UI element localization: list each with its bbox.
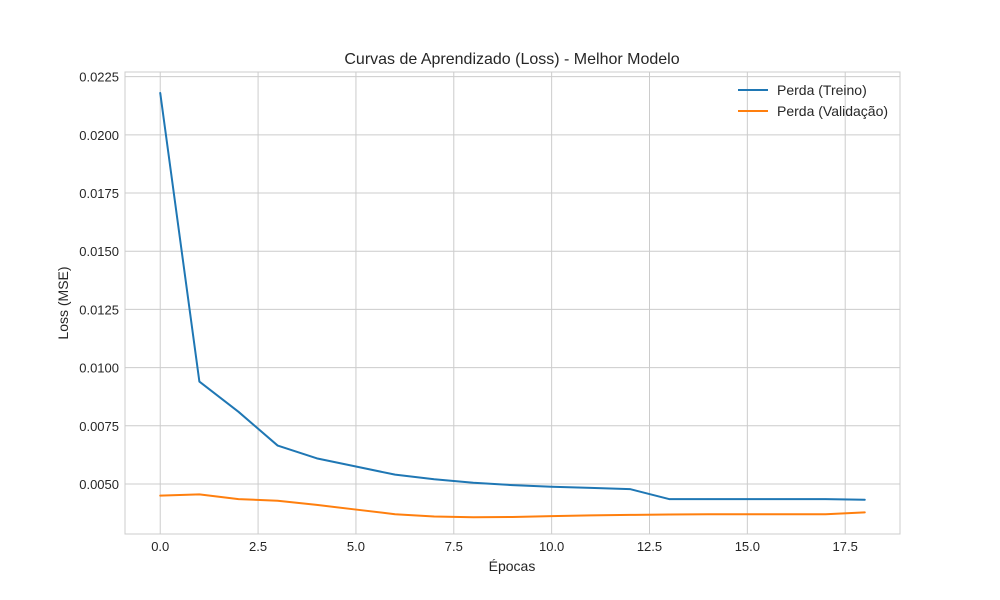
data-point — [159, 92, 161, 94]
data-point — [590, 487, 592, 489]
grid — [125, 72, 900, 534]
data-point — [511, 516, 514, 518]
data-point — [277, 444, 279, 447]
data-point — [746, 498, 748, 500]
data-point — [511, 484, 514, 486]
data-point — [785, 498, 788, 500]
data-point — [707, 498, 709, 500]
data-point — [433, 478, 435, 480]
data-point — [394, 474, 396, 476]
data-point — [237, 498, 240, 500]
data-point — [590, 514, 592, 516]
data-point — [198, 380, 200, 383]
data-point — [785, 513, 788, 515]
x-tick-label: 15.0 — [735, 539, 760, 554]
chart-title: Curvas de Aprendizado (Loss) - Melhor Mo… — [344, 51, 679, 68]
x-tick-label: 7.5 — [445, 539, 463, 554]
data-point — [668, 513, 670, 516]
data-point — [316, 504, 318, 506]
y-axis-label: Loss (MSE) — [55, 266, 71, 339]
tick-labels: 0.0 2.5 5.0 7.5 10.0 12.5 15.0 17.5 0.0050 0.0075… — [79, 70, 858, 554]
x-axis-label: Épocas — [489, 558, 536, 574]
data-point — [707, 513, 709, 515]
y-tick-label: 0.0100 — [79, 361, 119, 376]
series-lines — [159, 91, 866, 519]
data-point — [237, 411, 240, 413]
x-tick-label: 0.0 — [151, 539, 169, 554]
data-point — [825, 498, 827, 500]
data-point — [551, 515, 553, 517]
data-point — [277, 500, 279, 502]
legend-label-validacao: Perda (Validação) — [777, 103, 888, 119]
data-point — [472, 516, 474, 518]
y-tick-label: 0.0225 — [79, 70, 119, 85]
data-point — [355, 465, 357, 468]
data-point — [433, 515, 435, 518]
data-point — [355, 508, 357, 511]
legend-label-treino: Perda (Treino) — [777, 82, 867, 98]
data-point — [159, 494, 161, 497]
legend: Perda (Treino) Perda (Validação) — [738, 82, 888, 119]
data-point — [472, 482, 474, 484]
x-tick-label: 2.5 — [249, 539, 267, 554]
y-tick-label: 0.0200 — [79, 128, 119, 143]
data-point — [864, 511, 866, 513]
y-tick-label: 0.0050 — [79, 477, 119, 492]
x-tick-label: 12.5 — [637, 539, 662, 554]
plot-area — [125, 72, 900, 534]
y-tick-label: 0.0175 — [79, 186, 119, 201]
data-point — [746, 513, 748, 515]
data-point — [864, 499, 866, 501]
y-tick-label: 0.0150 — [79, 244, 119, 259]
x-tick-label: 10.0 — [539, 539, 564, 554]
data-point — [551, 486, 553, 488]
data-point — [629, 514, 631, 516]
y-tick-label: 0.0075 — [79, 419, 119, 434]
data-point — [198, 493, 200, 496]
y-tick-label: 0.0125 — [79, 302, 119, 317]
data-point — [668, 498, 670, 500]
x-tick-label: 5.0 — [347, 539, 365, 554]
data-point — [316, 457, 318, 459]
plot-frame — [124, 71, 901, 535]
data-point — [825, 513, 827, 515]
data-point — [394, 513, 396, 515]
data-point — [629, 488, 631, 490]
x-tick-label: 17.5 — [833, 539, 858, 554]
